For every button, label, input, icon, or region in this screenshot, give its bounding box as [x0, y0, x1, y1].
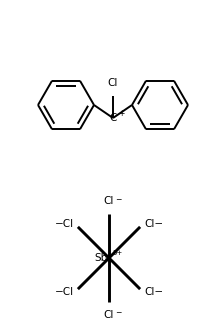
- Text: Cl−: Cl−: [144, 219, 163, 229]
- Text: Cl−: Cl−: [144, 287, 163, 297]
- Text: −: −: [115, 195, 121, 204]
- Text: Cl: Cl: [104, 196, 114, 206]
- Text: −Cl: −Cl: [55, 219, 74, 229]
- Text: Cl: Cl: [108, 78, 118, 88]
- Text: C: C: [109, 113, 117, 123]
- Text: +: +: [118, 109, 125, 118]
- Text: −Cl: −Cl: [55, 287, 74, 297]
- Text: Sb: Sb: [95, 253, 108, 263]
- Text: 5+: 5+: [112, 250, 122, 256]
- Text: −: −: [115, 308, 121, 317]
- Text: Cl: Cl: [104, 310, 114, 320]
